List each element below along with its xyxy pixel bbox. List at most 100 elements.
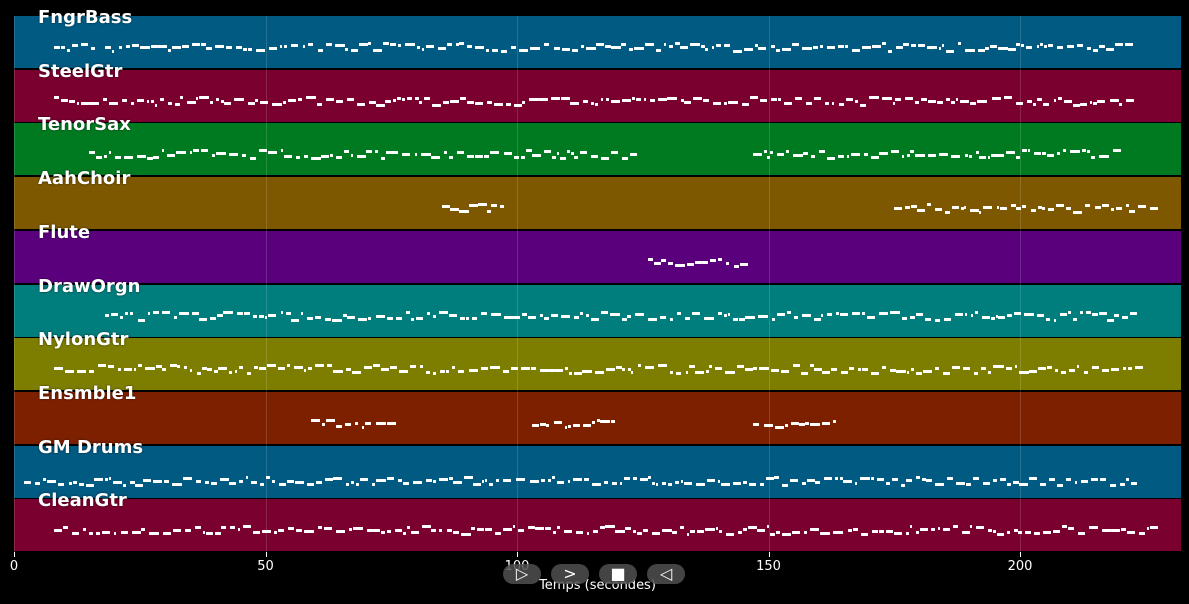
note-mark (600, 526, 605, 530)
note-mark (120, 315, 124, 319)
note-mark (467, 155, 475, 159)
note-mark (936, 100, 944, 104)
note-mark (1091, 477, 1099, 481)
note-mark (375, 421, 386, 425)
note-mark (266, 364, 277, 368)
note-mark (453, 480, 462, 484)
note-mark (1029, 476, 1037, 480)
note-mark (1080, 310, 1084, 314)
note-mark (979, 156, 986, 160)
note-mark (906, 478, 913, 482)
note-mark (224, 101, 231, 105)
note-mark (763, 150, 767, 154)
note-mark (712, 46, 715, 49)
note-mark (1066, 45, 1075, 48)
note-mark (854, 99, 859, 103)
note-mark (311, 157, 321, 161)
note-mark (1046, 154, 1055, 158)
track-label: SteelGtr (38, 60, 123, 82)
note-mark (776, 153, 785, 157)
note-mark (1077, 532, 1085, 536)
note-mark (1046, 317, 1051, 321)
note-mark (335, 99, 344, 103)
note-mark (228, 153, 239, 157)
note-mark (1120, 528, 1126, 532)
note-mark (215, 532, 222, 536)
note-mark (174, 102, 180, 106)
note-mark (1030, 209, 1036, 213)
note-mark (77, 370, 86, 374)
note-mark (278, 529, 285, 533)
note-mark (522, 100, 525, 104)
note-mark (271, 102, 282, 106)
note-mark (282, 100, 287, 104)
note-mark (934, 318, 940, 322)
note-mark (806, 101, 813, 105)
track-lane: SteelGtr (14, 61, 1181, 122)
note-mark (1000, 207, 1008, 211)
note-mark (786, 150, 790, 154)
note-mark (131, 531, 141, 535)
note-mark (990, 316, 995, 320)
note-mark (597, 418, 600, 422)
note-mark (553, 531, 557, 535)
stop-button[interactable]: ■ (599, 564, 637, 584)
note-mark (134, 368, 137, 372)
note-mark (360, 477, 368, 481)
note-mark (1110, 208, 1115, 212)
note-mark (175, 151, 186, 155)
play-button[interactable]: ▷ (503, 564, 541, 584)
note-mark (295, 529, 302, 533)
note-mark (54, 95, 59, 99)
note-mark (887, 50, 893, 53)
note-mark (1033, 102, 1036, 106)
note-mark (743, 480, 748, 484)
note-mark (109, 476, 112, 480)
note-mark (124, 311, 129, 315)
note-mark (721, 482, 731, 486)
note-mark (555, 369, 564, 373)
rewind-button[interactable]: ◁ (647, 564, 685, 584)
note-mark (572, 49, 578, 52)
note-mark (847, 155, 850, 159)
note-mark (1013, 529, 1018, 533)
note-mark (182, 45, 189, 48)
note-mark (753, 367, 757, 371)
note-mark (759, 367, 770, 371)
note-mark (739, 262, 748, 266)
track-lane: NylonGtr (14, 330, 1181, 391)
note-mark (951, 206, 960, 210)
note-mark (361, 425, 365, 429)
note-mark (259, 314, 264, 318)
note-mark (920, 528, 929, 532)
note-mark (81, 101, 89, 105)
note-mark (631, 371, 634, 375)
note-mark (894, 207, 902, 211)
note-mark (514, 103, 522, 107)
note-mark (753, 153, 762, 157)
note-mark (453, 531, 460, 535)
note-mark (770, 369, 779, 373)
note-mark (668, 482, 672, 486)
note-mark (925, 317, 932, 321)
note-mark (521, 156, 525, 160)
note-mark (1100, 477, 1107, 481)
note-mark (72, 480, 78, 484)
note-mark (599, 419, 610, 423)
note-mark (909, 525, 913, 529)
note-mark (239, 479, 244, 483)
note-mark (307, 316, 314, 320)
note-mark (426, 478, 433, 482)
note-mark (717, 479, 720, 483)
note-mark (394, 529, 403, 533)
note-mark (1099, 311, 1107, 315)
note-mark (1015, 43, 1020, 46)
note-mark (987, 156, 991, 160)
next-button[interactable]: > (551, 564, 589, 584)
track-label: Ensmble1 (38, 382, 137, 404)
note-mark (347, 315, 355, 319)
note-mark (1039, 482, 1046, 486)
note-mark (286, 311, 291, 315)
note-mark (694, 260, 702, 264)
note-mark (869, 95, 879, 99)
